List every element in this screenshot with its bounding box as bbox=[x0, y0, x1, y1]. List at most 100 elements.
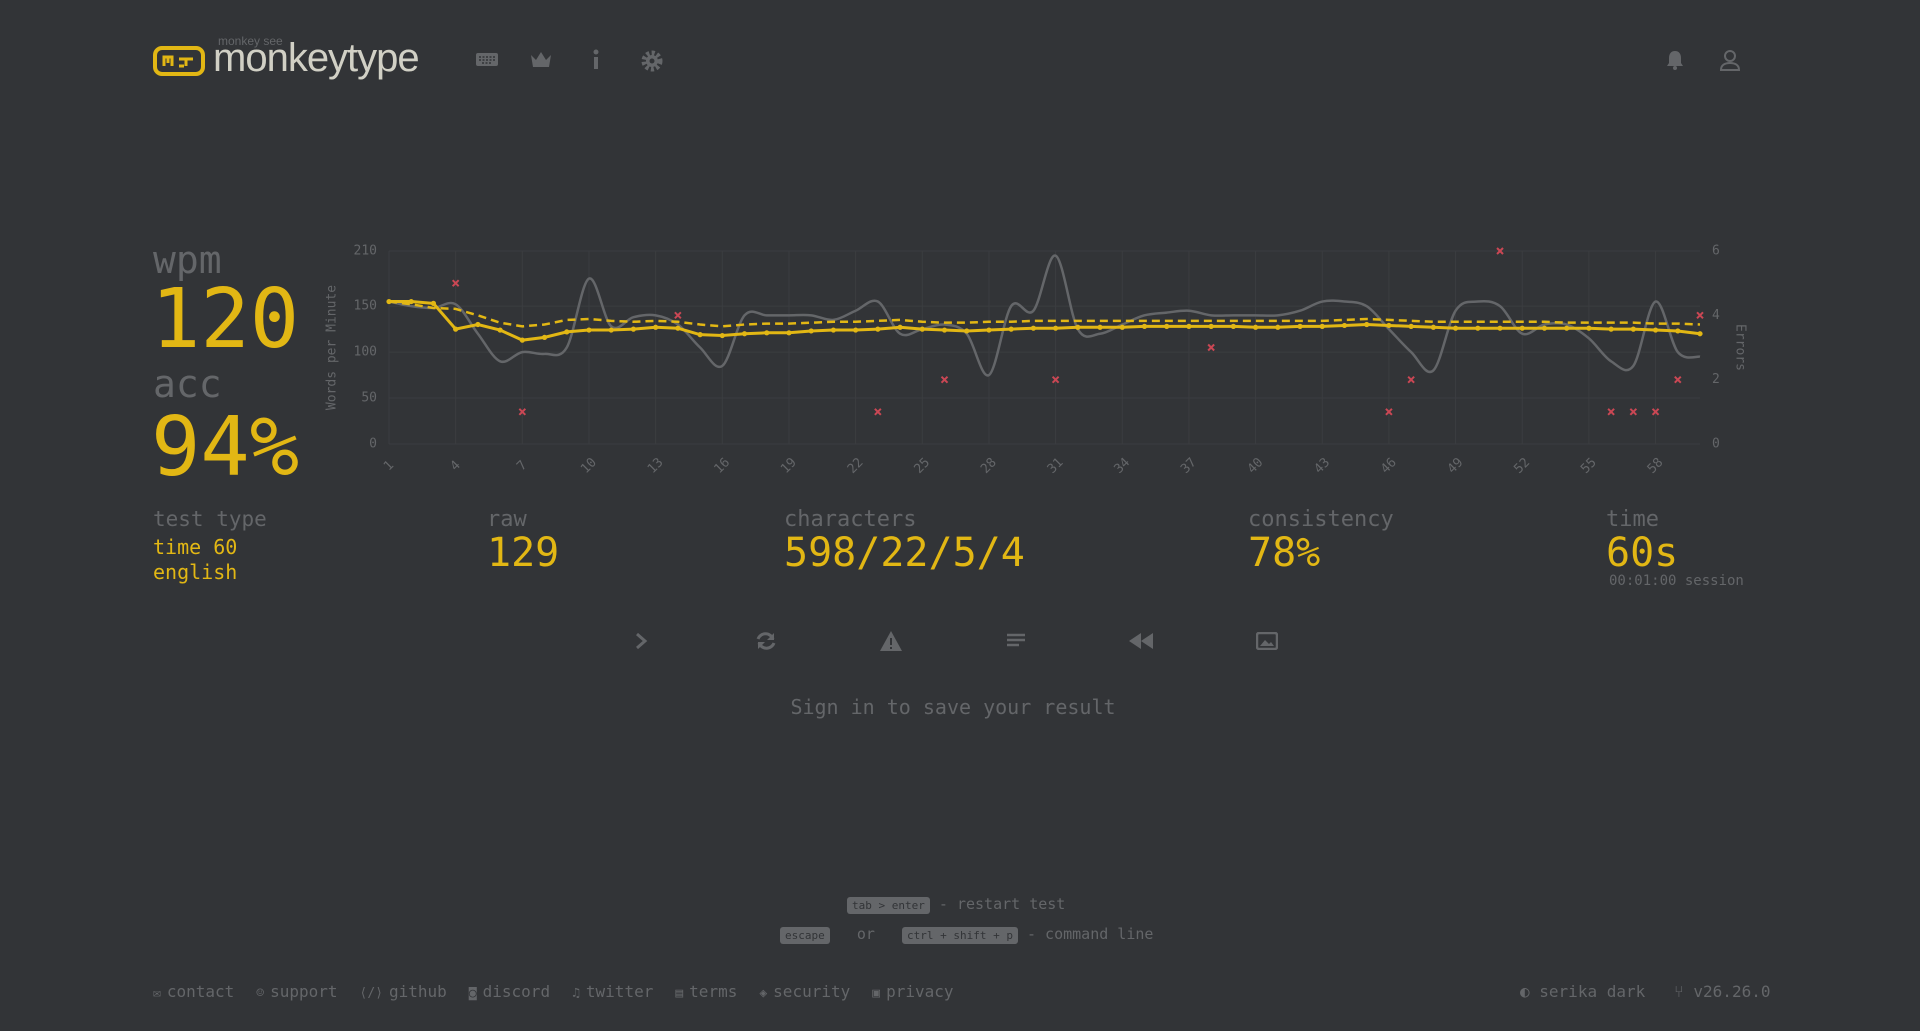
footer-right: ◐ serika dark ⑂ v26.26.0 bbox=[1520, 982, 1770, 1001]
footer-links: ✉ contact ☺ support ⟨/⟩ github ◙ discord ♫ twitte… bbox=[153, 982, 976, 1001]
series-line bbox=[388, 254, 1701, 377]
data-point bbox=[1697, 331, 1703, 337]
data-point bbox=[1430, 324, 1436, 330]
about-icon[interactable] bbox=[590, 49, 602, 71]
data-point bbox=[941, 327, 948, 333]
error-mark bbox=[1385, 408, 1393, 416]
data-point bbox=[497, 327, 503, 333]
notifications-icon[interactable] bbox=[1665, 49, 1685, 71]
data-point bbox=[453, 326, 459, 332]
acc-value: 94% bbox=[151, 400, 300, 495]
test-type: time 60 bbox=[153, 535, 238, 559]
x-tick-label: 22 bbox=[845, 455, 867, 477]
keyboard-icon[interactable] bbox=[475, 50, 499, 68]
footer-link[interactable]: support bbox=[270, 982, 338, 1001]
settings-icon[interactable] bbox=[641, 50, 663, 72]
error-mark bbox=[451, 279, 460, 287]
data-point bbox=[1297, 323, 1303, 329]
repeat-test-button[interactable] bbox=[755, 631, 777, 651]
footer-icon: ◙ bbox=[468, 986, 477, 1001]
footer-link[interactable]: github bbox=[389, 982, 447, 1001]
data-point bbox=[1119, 324, 1125, 330]
footer-icon: ▤ bbox=[675, 986, 684, 1001]
data-point bbox=[786, 330, 792, 336]
stat-value: 60s bbox=[1606, 530, 1679, 576]
data-point bbox=[919, 326, 925, 332]
error-mark bbox=[874, 408, 882, 416]
key-hint: tab > enter bbox=[847, 897, 930, 914]
next-test-button[interactable] bbox=[632, 631, 650, 651]
footer-link[interactable]: discord bbox=[482, 982, 551, 1001]
error-mark bbox=[940, 375, 949, 384]
stat-value: 598/22/5/4 bbox=[784, 530, 1025, 576]
data-point bbox=[897, 324, 903, 330]
data-point bbox=[1608, 326, 1614, 332]
data-point bbox=[1586, 325, 1592, 331]
data-point bbox=[853, 327, 859, 333]
x-tick-label: 16 bbox=[711, 455, 733, 477]
data-point bbox=[430, 300, 437, 306]
x-tick-label: 25 bbox=[911, 455, 933, 477]
footer-link[interactable]: security bbox=[773, 982, 851, 1001]
x-tick-label: 52 bbox=[1511, 455, 1533, 477]
x-tick-label: 34 bbox=[1111, 455, 1133, 477]
x-tick-label: 19 bbox=[778, 455, 800, 477]
error-mark bbox=[1207, 343, 1215, 352]
y2-axis-title: Errors bbox=[1733, 324, 1748, 371]
x-tick-label: 49 bbox=[1445, 455, 1467, 477]
data-point bbox=[964, 328, 970, 334]
hint-text: or bbox=[856, 925, 875, 943]
footer-link[interactable]: privacy bbox=[886, 982, 954, 1001]
version-link[interactable]: v26.26.0 bbox=[1693, 982, 1771, 1001]
series-line bbox=[389, 300, 1701, 342]
data-point bbox=[1541, 325, 1548, 331]
x-tick-label: 10 bbox=[578, 455, 600, 477]
data-point bbox=[1408, 323, 1414, 329]
replay-button[interactable] bbox=[1128, 632, 1154, 650]
data-point bbox=[719, 332, 725, 339]
key-hint: ctrl + shift + p bbox=[902, 927, 1018, 944]
wpm-value: 120 bbox=[151, 272, 300, 367]
account-icon[interactable] bbox=[1719, 49, 1741, 71]
logo-icon[interactable] bbox=[153, 46, 205, 76]
data-point bbox=[1652, 327, 1659, 333]
error-mark bbox=[518, 408, 527, 416]
y-tick-label: 210 bbox=[354, 244, 377, 259]
data-point bbox=[1186, 323, 1192, 329]
data-point bbox=[1630, 326, 1636, 332]
footer-icon: ✉ bbox=[153, 986, 161, 1001]
x-tick-label: 58 bbox=[1645, 455, 1667, 477]
theme-link[interactable]: serika dark bbox=[1539, 982, 1646, 1001]
data-point bbox=[608, 327, 614, 333]
x-tick-label: 43 bbox=[1311, 455, 1333, 477]
error-mark bbox=[1629, 408, 1638, 416]
error-mark bbox=[1407, 375, 1415, 384]
data-point bbox=[1230, 323, 1236, 329]
screenshot-button[interactable] bbox=[1256, 632, 1278, 650]
words-history-button[interactable] bbox=[1006, 632, 1026, 650]
error-mark bbox=[1607, 408, 1615, 416]
data-point bbox=[408, 298, 414, 305]
x-tick-label: 7 bbox=[514, 458, 530, 474]
data-point bbox=[541, 334, 548, 340]
leaderboard-icon[interactable] bbox=[529, 50, 553, 70]
data-point bbox=[1519, 325, 1525, 331]
data-point bbox=[1452, 325, 1459, 331]
footer-link[interactable]: terms bbox=[689, 982, 738, 1001]
stat-label: time bbox=[1606, 507, 1659, 532]
logo[interactable]: monkeytype bbox=[213, 36, 420, 80]
logo-small: monkey see bbox=[218, 34, 283, 48]
x-tick-label: 13 bbox=[645, 455, 667, 477]
footer-link[interactable]: twitter bbox=[585, 982, 654, 1001]
stat-value: 129 bbox=[487, 530, 560, 576]
hint-text: - restart test bbox=[938, 895, 1066, 913]
time-session: 00:01:00 session bbox=[1609, 573, 1744, 589]
y2-tick-label: 2 bbox=[1712, 372, 1720, 387]
footer-link[interactable]: contact bbox=[166, 982, 235, 1001]
sign-in-note[interactable]: Sign in to save your result bbox=[790, 695, 1116, 719]
practice-words-button[interactable] bbox=[879, 630, 903, 652]
x-tick-label: 46 bbox=[1378, 455, 1400, 477]
data-point bbox=[1208, 323, 1214, 329]
y-tick-label: 50 bbox=[361, 391, 377, 406]
